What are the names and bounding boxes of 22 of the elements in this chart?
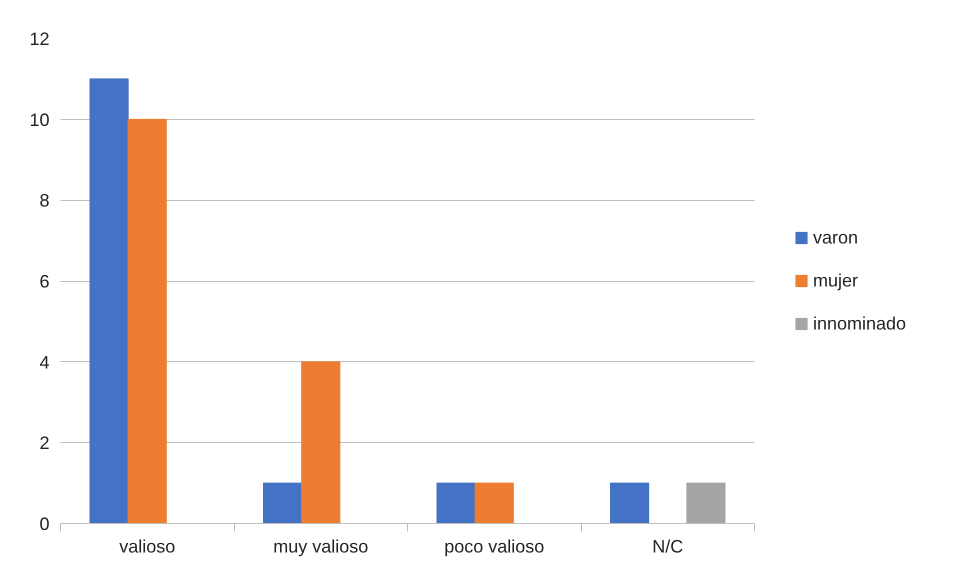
legend-label: mujer bbox=[813, 270, 858, 291]
bar bbox=[474, 482, 514, 524]
x-tick-label: valioso bbox=[119, 536, 176, 556]
bar bbox=[301, 361, 340, 524]
x-tick-label: muy valioso bbox=[273, 536, 368, 556]
y-tick-label: 2 bbox=[39, 433, 50, 454]
y-tick-label: 0 bbox=[39, 514, 50, 534]
y-tick-label: 6 bbox=[39, 272, 50, 292]
y-tick-label: 10 bbox=[29, 110, 50, 130]
bar bbox=[262, 482, 302, 524]
bar bbox=[436, 482, 476, 524]
y-tick-label: 8 bbox=[39, 190, 50, 211]
bar bbox=[89, 78, 129, 524]
legend-label: innominado bbox=[813, 313, 906, 334]
x-tick-label: poco valioso bbox=[444, 536, 544, 556]
legend-label: varon bbox=[813, 227, 858, 248]
y-tick-label: 4 bbox=[39, 352, 50, 372]
bar bbox=[686, 482, 726, 524]
y-tick-label: 12 bbox=[29, 29, 50, 49]
bar bbox=[128, 118, 167, 524]
bar bbox=[610, 482, 650, 524]
x-tick-label: N/C bbox=[652, 536, 684, 556]
